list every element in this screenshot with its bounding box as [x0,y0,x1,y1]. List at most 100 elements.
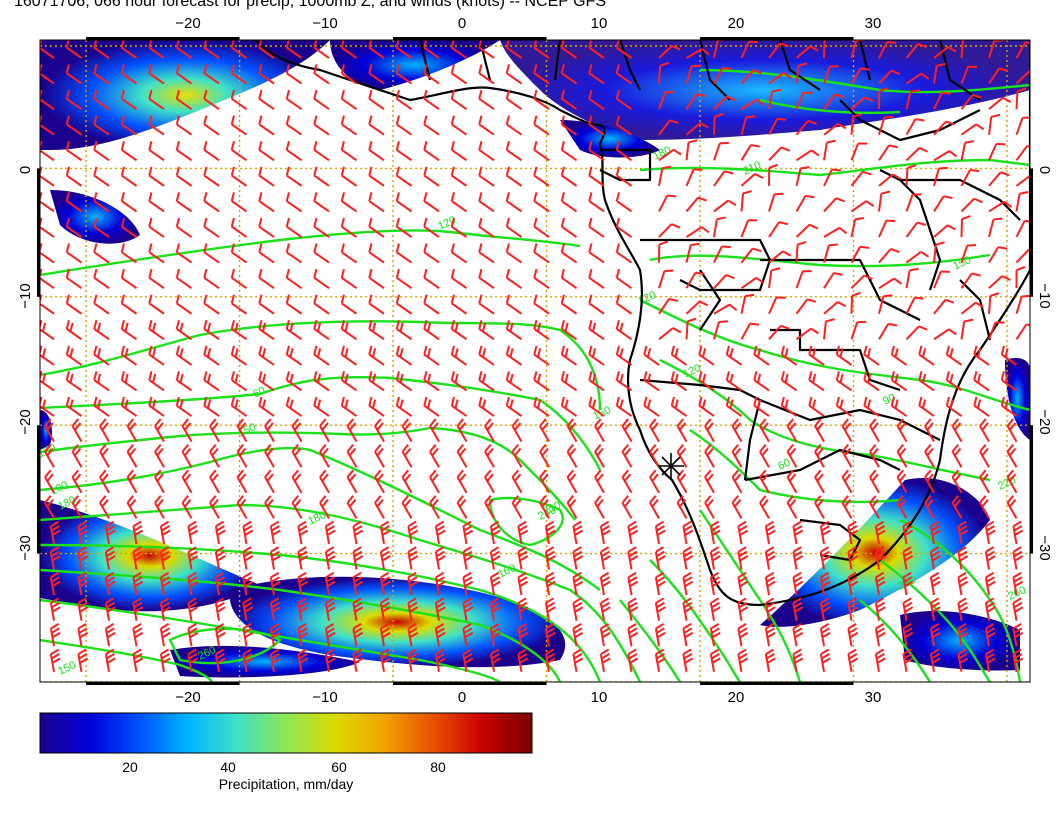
wind-barb [395,371,413,392]
wind-barb [120,217,138,238]
wind-barb [878,322,898,340]
wind-barb [933,166,948,187]
wind-barb [258,268,275,289]
lon-tick-bottom: 30 [865,689,882,706]
wind-barb [1006,418,1018,443]
wind-barb [819,648,831,672]
wind-barb [93,217,110,238]
wind-barb [505,320,523,341]
wind-barb [544,648,556,672]
wind-barb [203,115,220,136]
wind-barb [682,648,694,672]
colorbar-tick: 80 [430,759,446,775]
wind-barb [621,469,633,494]
wind-barb [808,371,825,392]
wind-barb [713,112,724,135]
wind-barb [374,444,385,468]
wind-barb [236,495,248,519]
wind-barb [44,495,55,519]
wind-barb [933,91,951,110]
wind-barb [988,200,1012,213]
wind-barb [615,115,633,136]
wind-barb [737,623,749,647]
wind-barb [148,64,165,85]
wind-barb [731,495,743,519]
wind-barb [588,320,605,341]
wind-barb [203,268,220,289]
wind-barb [960,169,980,187]
wind-barb [951,469,963,494]
wind-barb [511,444,523,468]
wind-barb [905,221,927,238]
wind-barb [285,115,303,136]
wind-barb [148,396,165,417]
wind-barb [902,520,914,545]
wind-barb [517,648,529,672]
wind-barb [269,648,281,672]
wind-barb [753,345,770,366]
wind-barb [654,546,666,570]
wind-barb [685,196,707,213]
wind-barb [159,648,171,672]
wind-barb [505,294,523,315]
wind-barb [401,469,413,494]
wind-barb [65,268,83,289]
wind-barb [933,224,956,238]
wind-barb [643,371,660,392]
wind-barb [434,571,446,596]
wind-barb [658,223,681,238]
wind-barb [627,623,639,647]
wind-barb [462,546,474,570]
wind-barb [682,597,694,621]
wind-barb [814,495,825,519]
wind-barb [423,141,440,162]
wind-barb [505,89,523,110]
wind-barb [658,119,679,136]
wind-barb [511,469,523,494]
wind-barb [740,277,765,289]
wind-barb [120,320,138,341]
wind-barb [984,623,996,647]
wind-barb [768,221,789,238]
wind-barb [203,166,220,187]
wind-barb [401,444,413,468]
wind-barb [945,371,963,392]
wind-barb [814,444,825,468]
wind-barb [478,396,495,417]
wind-barb [759,444,770,468]
wind-barb [988,217,1003,238]
wind-barb [957,623,969,647]
wind-barb [753,396,770,417]
wind-barb [450,192,468,213]
wind-barb [230,89,248,110]
wind-barb [658,165,672,187]
wind-barb [627,571,639,596]
wind-barb [285,64,303,85]
wind-barb [324,623,336,647]
wind-barb [71,469,83,494]
wind-barb [434,648,446,672]
wind-barb [120,268,138,289]
wind-barb [132,597,144,621]
wind-barb [319,418,330,443]
wind-barb [533,345,550,366]
wind-barb [423,166,440,187]
wind-barb [313,141,330,162]
wind-barb [933,298,955,315]
wind-barb [795,327,820,341]
wind-barb [478,268,495,289]
wind-barb [874,520,886,545]
wind-barb [187,520,199,545]
wind-barb [395,115,413,136]
wind-barb [850,113,862,135]
wind-barb [682,571,694,596]
wind-barb [544,597,556,621]
wind-barb [615,64,633,85]
wind-barb [368,115,385,136]
wind-barb [984,520,996,545]
wind-barb [713,66,732,85]
wind-barb [313,243,330,264]
frame-bar [37,425,40,554]
wind-barb [93,396,110,417]
wind-barb [175,371,193,392]
